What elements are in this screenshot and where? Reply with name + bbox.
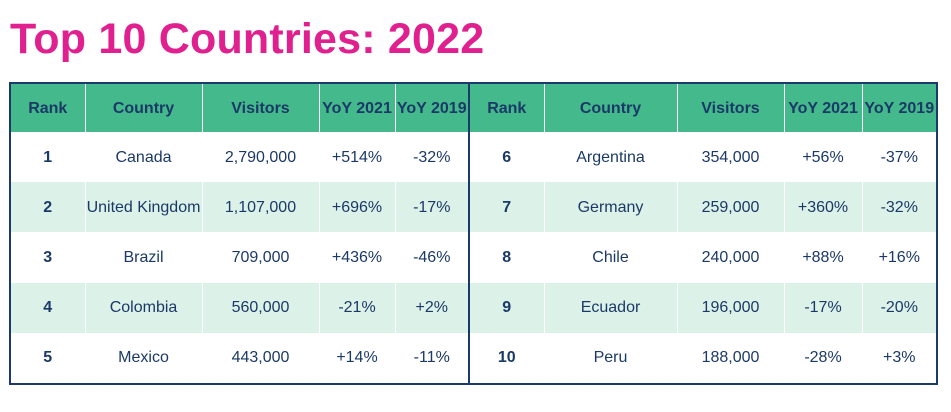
countries-table-frame: Rank Country Visitors YoY 2021 YoY 2019 … [9, 82, 938, 385]
yoy-2019-cell: -17% [395, 182, 470, 233]
yoy-2021-cell: +696% [319, 182, 396, 233]
yoy-2019-cell: -46% [395, 232, 470, 283]
header-yoy-2019: YoY 2019 [395, 84, 470, 132]
country-cell: Canada [85, 132, 203, 183]
visitors-cell: 2,790,000 [202, 132, 320, 183]
table-row: 4 Colombia 560,000 -21% +2% 9 Ecuador 19… [11, 282, 936, 333]
country-cell: Peru [544, 332, 678, 383]
yoy-2021-cell: -28% [784, 332, 863, 383]
yoy-2019-cell: -20% [862, 282, 936, 333]
header-visitors: Visitors [677, 84, 785, 132]
table-row: 5 Mexico 443,000 +14% -11% 10 Peru 188,0… [11, 332, 936, 383]
rank-cell: 6 [469, 132, 545, 183]
visitors-cell: 259,000 [677, 182, 785, 233]
country-cell: Germany [544, 182, 678, 233]
header-yoy-2021: YoY 2021 [319, 84, 396, 132]
country-cell: Ecuador [544, 282, 678, 333]
header-country: Country [85, 84, 203, 132]
rank-cell: 7 [469, 182, 545, 233]
header-country: Country [544, 84, 678, 132]
country-cell: Argentina [544, 132, 678, 183]
header-rank: Rank [11, 84, 86, 132]
yoy-2019-cell: +16% [862, 232, 936, 283]
table-row: 2 United Kingdom 1,107,000 +696% -17% 7 … [11, 182, 936, 233]
yoy-2019-cell: +3% [862, 332, 936, 383]
header-visitors: Visitors [202, 84, 320, 132]
top-countries-table: Rank Country Visitors YoY 2021 YoY 2019 … [11, 84, 936, 383]
visitors-cell: 240,000 [677, 232, 785, 283]
rank-cell: 3 [11, 232, 86, 283]
yoy-2021-cell: +56% [784, 132, 863, 183]
visitors-cell: 354,000 [677, 132, 785, 183]
yoy-2021-cell: +14% [319, 332, 396, 383]
visitors-cell: 709,000 [202, 232, 320, 283]
yoy-2021-cell: +514% [319, 132, 396, 183]
yoy-2019-cell: -32% [395, 132, 470, 183]
yoy-2019-cell: +2% [395, 282, 470, 333]
rank-cell: 8 [469, 232, 545, 283]
rank-cell: 9 [469, 282, 545, 333]
visitors-cell: 443,000 [202, 332, 320, 383]
country-cell: Mexico [85, 332, 203, 383]
rank-cell: 4 [11, 282, 86, 333]
rank-cell: 2 [11, 182, 86, 233]
yoy-2021-cell: -21% [319, 282, 396, 333]
country-cell: Colombia [85, 282, 203, 333]
yoy-2019-cell: -11% [395, 332, 470, 383]
page-title: Top 10 Countries: 2022 [10, 15, 485, 63]
yoy-2021-cell: -17% [784, 282, 863, 333]
rank-cell: 10 [469, 332, 545, 383]
header-row: Rank Country Visitors YoY 2021 YoY 2019 … [11, 84, 936, 132]
yoy-2019-cell: -37% [862, 132, 936, 183]
header-yoy-2021: YoY 2021 [784, 84, 863, 132]
visitors-cell: 560,000 [202, 282, 320, 333]
rank-cell: 1 [11, 132, 86, 183]
country-cell: Brazil [85, 232, 203, 283]
table-row: 3 Brazil 709,000 +436% -46% 8 Chile 240,… [11, 232, 936, 283]
visitors-cell: 196,000 [677, 282, 785, 333]
header-rank: Rank [469, 84, 545, 132]
visitors-cell: 188,000 [677, 332, 785, 383]
country-cell: Chile [544, 232, 678, 283]
yoy-2021-cell: +88% [784, 232, 863, 283]
header-yoy-2019: YoY 2019 [862, 84, 936, 132]
yoy-2021-cell: +436% [319, 232, 396, 283]
rank-cell: 5 [11, 332, 86, 383]
table-row: 1 Canada 2,790,000 +514% -32% 6 Argentin… [11, 132, 936, 183]
yoy-2021-cell: +360% [784, 182, 863, 233]
yoy-2019-cell: -32% [862, 182, 936, 233]
country-cell: United Kingdom [85, 182, 203, 233]
visitors-cell: 1,107,000 [202, 182, 320, 233]
